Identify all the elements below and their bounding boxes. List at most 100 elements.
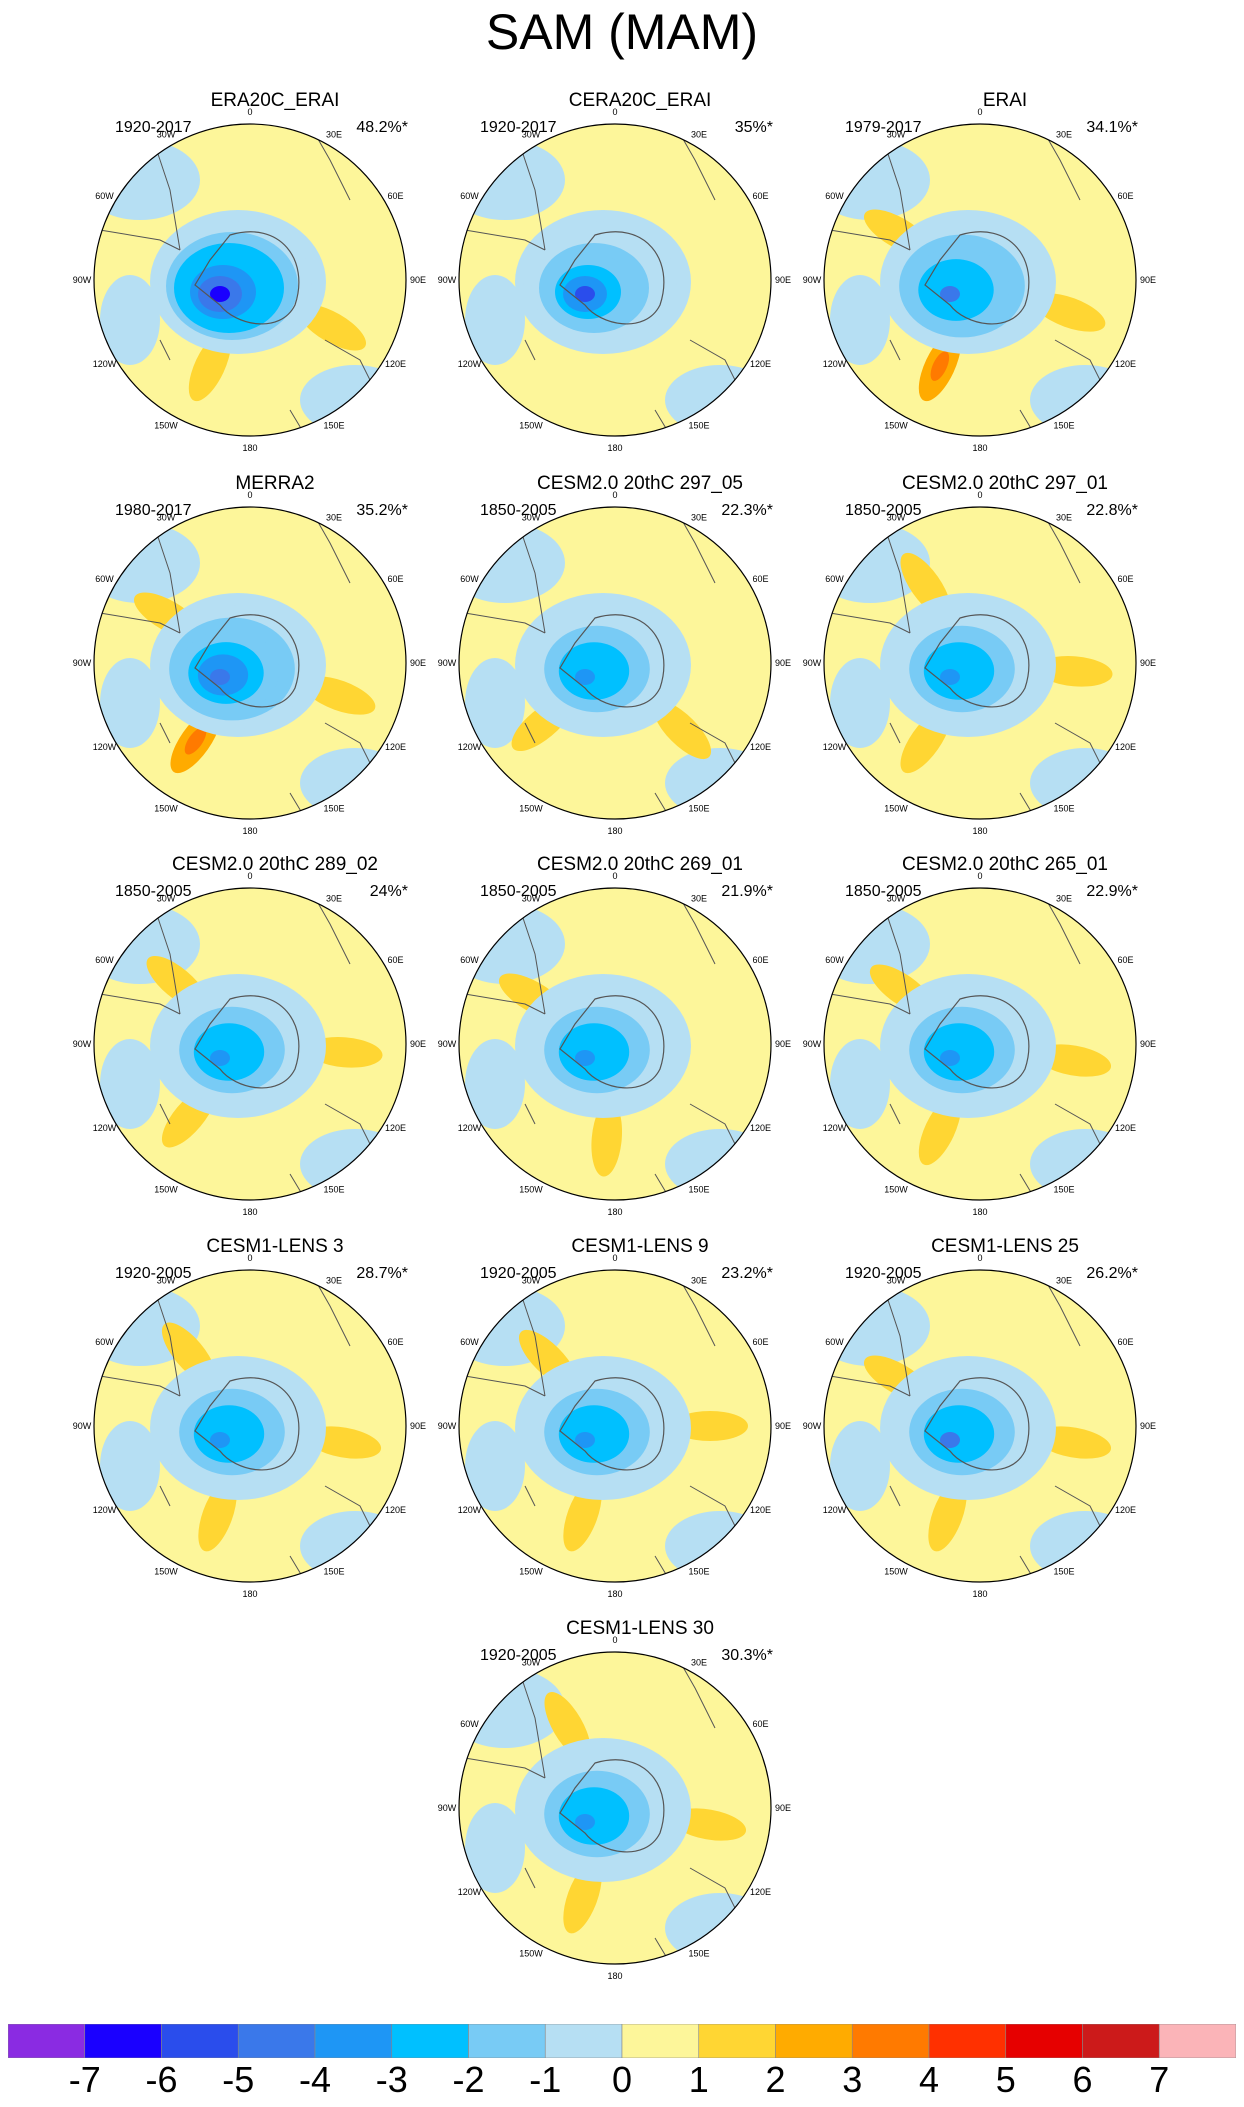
figure-title: SAM (MAM)	[485, 4, 759, 60]
antarctica-outline	[924, 231, 1030, 325]
longitude-label: 120W	[93, 1123, 117, 1133]
antarctica-outline	[194, 995, 300, 1089]
longitude-label: 120W	[823, 742, 847, 752]
panel-title: CESM1-LENS 3	[206, 1236, 344, 1257]
longitude-label: 90W	[438, 275, 457, 285]
longitude-label: 90E	[1140, 658, 1156, 668]
longitude-label: 120W	[93, 1505, 117, 1515]
panel-variance: 21.9%*	[721, 883, 773, 900]
map-border	[458, 506, 772, 820]
map-border	[458, 1269, 772, 1583]
longitude-label: 90E	[1140, 275, 1156, 285]
colorbar-tick-label: 6	[1072, 2059, 1093, 2100]
panel-variance: 22.3%*	[721, 502, 773, 519]
positive-core	[184, 727, 207, 755]
colorbar-tick-label: -3	[375, 2059, 408, 2100]
edge-anomaly	[1030, 748, 1136, 818]
panel-title: CESM2.0 20thC 297_01	[902, 473, 1108, 494]
edge-anomaly	[665, 1893, 771, 1963]
longitude-label: 30W	[522, 130, 541, 140]
longitude-label: 150E	[1053, 1184, 1074, 1194]
longitude-label: 120E	[750, 1505, 771, 1515]
longitude-label: 60E	[752, 191, 768, 201]
map-panel: CESM2.0 20thC 269_01 1850-2005 21.9%* 0 30E 6…	[438, 846, 825, 1217]
longitude-label: 150E	[688, 1566, 709, 1576]
longitude-label: 180	[607, 1207, 622, 1217]
longitude-label: 120E	[385, 1505, 406, 1515]
longitude-label: 30W	[522, 1658, 541, 1668]
colorbar-tick-label: -6	[145, 2059, 178, 2100]
longitude-label: 30E	[1056, 513, 1072, 523]
polar-map: 0 30E 60E 90E 120E 150E 180 150W 120W 90W 60W 30W	[73, 107, 426, 453]
longitude-label: 150E	[323, 420, 344, 430]
map-border	[823, 1269, 1137, 1583]
longitude-label: 150W	[519, 420, 543, 430]
edge-anomaly	[300, 748, 406, 818]
longitude-label: 180	[242, 826, 257, 836]
negative-contour	[558, 642, 630, 700]
map-border	[93, 123, 407, 437]
longitude-label: 30W	[522, 513, 541, 523]
longitude-label: 0	[977, 107, 982, 117]
antarctica-outline	[194, 614, 300, 708]
colorbar-swatch	[775, 2024, 853, 2058]
longitude-label: 90E	[410, 275, 426, 285]
positive-lobe	[653, 701, 712, 760]
longitude-label: 150W	[884, 1184, 908, 1194]
panel-period: 1920-2005	[115, 1265, 192, 1282]
longitude-label: 120W	[823, 1505, 847, 1515]
edge-anomaly	[465, 1803, 525, 1893]
panel-title: CESM2.0 20thC 269_01	[537, 854, 743, 875]
longitude-label: 0	[247, 871, 252, 881]
edge-anomaly	[1030, 365, 1136, 435]
longitude-label: 150E	[1053, 803, 1074, 813]
longitude-label: 150E	[323, 1566, 344, 1576]
antarctica-outline	[924, 614, 1030, 708]
longitude-label: 60W	[460, 1337, 479, 1347]
map-panel: CESM2.0 20thC 289_02 1850-2005 24%* 0 30E 60E…	[73, 846, 460, 1217]
longitude-label: 120E	[385, 1123, 406, 1133]
longitude-label: 60W	[460, 955, 479, 965]
longitude-label: 30E	[691, 1658, 707, 1668]
edge-anomaly	[1030, 1511, 1136, 1581]
longitude-label: 150E	[1053, 420, 1074, 430]
longitude-label: 0	[247, 1253, 252, 1263]
minimum-core	[575, 1814, 595, 1830]
panel-period: 1920-2017	[115, 119, 192, 136]
longitude-label: 180	[242, 1589, 257, 1599]
longitude-label: 60W	[460, 574, 479, 584]
longitude-label: 90W	[803, 658, 822, 668]
colorbar-tick-label: 7	[1149, 2059, 1170, 2100]
longitude-label: 120W	[823, 359, 847, 369]
longitude-label: 60W	[460, 1719, 479, 1729]
longitude-label: 120W	[93, 742, 117, 752]
longitude-label: 90E	[1140, 1421, 1156, 1431]
positive-lobe	[591, 1100, 623, 1177]
panel-period: 1920-2017	[480, 119, 557, 136]
panel-title: ERAI	[982, 90, 1028, 111]
minimum-core	[210, 286, 230, 302]
longitude-label: 60W	[825, 955, 844, 965]
map-border	[458, 887, 772, 1201]
negative-contour	[923, 1405, 995, 1463]
negative-contour	[193, 1023, 265, 1081]
polar-map: 0 30E 60E 90E 120E 150E 180 150W 120W 90W 60W 30W	[438, 871, 791, 1217]
longitude-label: 30E	[1056, 894, 1072, 904]
longitude-label: 90W	[803, 275, 822, 285]
longitude-label: 90E	[1140, 1039, 1156, 1049]
panel-period: 1980-2017	[115, 502, 192, 519]
longitude-label: 60E	[387, 1337, 403, 1347]
colorbar-swatch	[851, 2024, 930, 2058]
longitude-label: 30E	[1056, 1276, 1072, 1286]
negative-contour	[558, 1405, 630, 1463]
longitude-label: 30W	[887, 513, 906, 523]
antarctica-outline	[924, 995, 1030, 1089]
colorbar-tick-label: 3	[842, 2059, 863, 2100]
colorbar-swatch	[698, 2024, 776, 2058]
longitude-label: 180	[972, 1207, 987, 1217]
longitude-label: 0	[247, 490, 252, 500]
longitude-label: 60W	[95, 191, 114, 201]
minimum-core	[940, 1432, 960, 1448]
longitude-label: 60E	[752, 955, 768, 965]
longitude-label: 60E	[387, 191, 403, 201]
